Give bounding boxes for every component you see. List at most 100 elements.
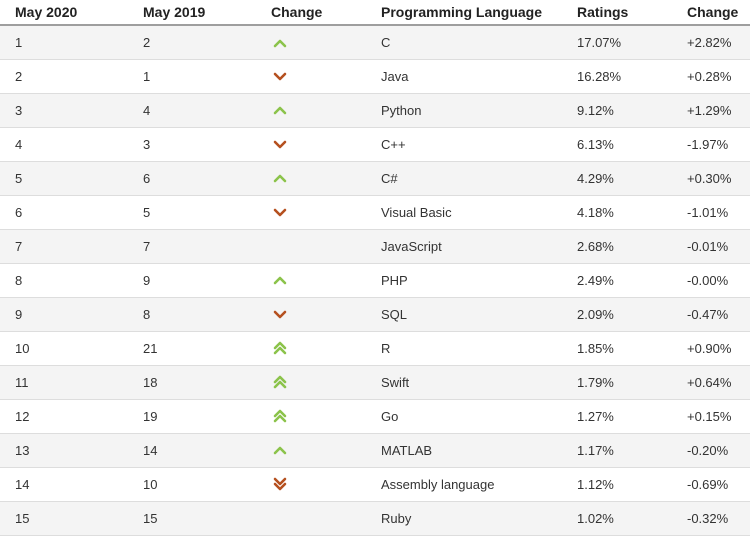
table-row[interactable]: 5 6 C# 4.29% +0.30% (0, 161, 750, 196)
rank-change-cell (256, 59, 366, 94)
language-cell: MATLAB (366, 433, 562, 468)
rank-2019-cell: 1 (128, 59, 256, 94)
rank-2020-cell: 11 (0, 365, 128, 400)
rank-2019-cell: 2 (128, 25, 256, 60)
rating-change-cell: -0.32% (672, 501, 750, 536)
table-header: May 2020 May 2019 Change Programming Lan… (0, 0, 750, 26)
table-row[interactable]: 1 2 C 17.07% +2.82% (0, 25, 750, 60)
language-cell: C++ (366, 127, 562, 162)
table-row[interactable]: 8 9 PHP 2.49% -0.00% (0, 263, 750, 298)
rank-change-cell (256, 127, 366, 162)
table-row[interactable]: 2 1 Java 16.28% +0.28% (0, 59, 750, 94)
rating-cell: 1.02% (562, 501, 672, 536)
header-ratings[interactable]: Ratings (562, 0, 672, 26)
rating-cell: 9.12% (562, 93, 672, 128)
header-may-2020[interactable]: May 2020 (0, 0, 128, 26)
chevron-up-icon (272, 102, 288, 118)
chevron-up-icon (272, 442, 288, 458)
rating-change-cell: -0.69% (672, 467, 750, 502)
rank-change-cell (256, 467, 366, 502)
table-row[interactable]: 3 4 Python 9.12% +1.29% (0, 93, 750, 128)
rank-2019-cell: 15 (128, 501, 256, 536)
rating-cell: 1.27% (562, 399, 672, 434)
language-cell: Python (366, 93, 562, 128)
rating-cell: 6.13% (562, 127, 672, 162)
header-programming-language[interactable]: Programming Language (366, 0, 562, 26)
table-row[interactable]: 6 5 Visual Basic 4.18% -1.01% (0, 195, 750, 230)
rank-2019-cell: 8 (128, 297, 256, 332)
rating-change-cell: +1.29% (672, 93, 750, 128)
rating-cell: 2.09% (562, 297, 672, 332)
rating-change-cell: +0.90% (672, 331, 750, 366)
language-cell: Ruby (366, 501, 562, 536)
rank-change-cell (256, 263, 366, 298)
rank-2020-cell: 6 (0, 195, 128, 230)
rank-2019-cell: 4 (128, 93, 256, 128)
language-cell: SQL (366, 297, 562, 332)
table-row[interactable]: 11 18 Swift 1.79% +0.64% (0, 365, 750, 400)
rank-2019-cell: 6 (128, 161, 256, 196)
chevron-up-icon (272, 35, 288, 51)
rating-cell: 1.12% (562, 467, 672, 502)
header-rating-change[interactable]: Change (672, 0, 750, 26)
rating-cell: 4.18% (562, 195, 672, 230)
rank-change-cell (256, 331, 366, 366)
table-row[interactable]: 9 8 SQL 2.09% -0.47% (0, 297, 750, 332)
table-row[interactable]: 10 21 R 1.85% +0.90% (0, 331, 750, 366)
chevron-down-icon (272, 68, 288, 84)
table-row[interactable]: 12 19 Go 1.27% +0.15% (0, 399, 750, 434)
table-row[interactable]: 14 10 Assembly language 1.12% -0.69% (0, 467, 750, 502)
rating-cell: 1.17% (562, 433, 672, 468)
rank-2020-cell: 13 (0, 433, 128, 468)
rank-change-cell (256, 25, 366, 60)
rank-2019-cell: 21 (128, 331, 256, 366)
rating-change-cell: -0.47% (672, 297, 750, 332)
rank-2020-cell: 9 (0, 297, 128, 332)
rating-change-cell: -1.97% (672, 127, 750, 162)
rank-2019-cell: 19 (128, 399, 256, 434)
table-row[interactable]: 15 15 Ruby 1.02% -0.32% (0, 501, 750, 536)
language-cell: R (366, 331, 562, 366)
rank-2020-cell: 3 (0, 93, 128, 128)
table-row[interactable]: 7 7 JavaScript 2.68% -0.01% (0, 229, 750, 264)
double-chevron-up-icon (272, 408, 288, 424)
language-cell: C (366, 25, 562, 60)
rating-cell: 1.79% (562, 365, 672, 400)
chevron-down-icon (272, 306, 288, 322)
rating-change-cell: +0.28% (672, 59, 750, 94)
language-cell: C# (366, 161, 562, 196)
rank-change-cell (256, 501, 366, 536)
rank-2019-cell: 5 (128, 195, 256, 230)
rank-2020-cell: 5 (0, 161, 128, 196)
table-row[interactable]: 4 3 C++ 6.13% -1.97% (0, 127, 750, 162)
rank-2020-cell: 7 (0, 229, 128, 264)
rank-change-cell (256, 365, 366, 400)
header-rank-change[interactable]: Change (256, 0, 366, 26)
rank-2020-cell: 8 (0, 263, 128, 298)
language-cell: Visual Basic (366, 195, 562, 230)
rank-2020-cell: 15 (0, 501, 128, 536)
chevron-up-icon (272, 170, 288, 186)
chevron-down-icon (272, 204, 288, 220)
rating-change-cell: -0.20% (672, 433, 750, 468)
table-row[interactable]: 13 14 MATLAB 1.17% -0.20% (0, 433, 750, 468)
chevron-up-icon (272, 272, 288, 288)
rating-change-cell: +2.82% (672, 25, 750, 60)
chevron-down-icon (272, 136, 288, 152)
double-chevron-up-icon (272, 374, 288, 390)
rating-change-cell: +0.30% (672, 161, 750, 196)
rank-change-cell (256, 229, 366, 264)
rating-cell: 1.85% (562, 331, 672, 366)
rank-2019-cell: 14 (128, 433, 256, 468)
rank-2019-cell: 7 (128, 229, 256, 264)
rank-change-cell (256, 297, 366, 332)
rank-2020-cell: 12 (0, 399, 128, 434)
rank-2020-cell: 1 (0, 25, 128, 60)
rank-change-cell (256, 399, 366, 434)
rank-2020-cell: 4 (0, 127, 128, 162)
rating-cell: 16.28% (562, 59, 672, 94)
header-may-2019[interactable]: May 2019 (128, 0, 256, 26)
rating-change-cell: -1.01% (672, 195, 750, 230)
rating-change-cell: +0.64% (672, 365, 750, 400)
